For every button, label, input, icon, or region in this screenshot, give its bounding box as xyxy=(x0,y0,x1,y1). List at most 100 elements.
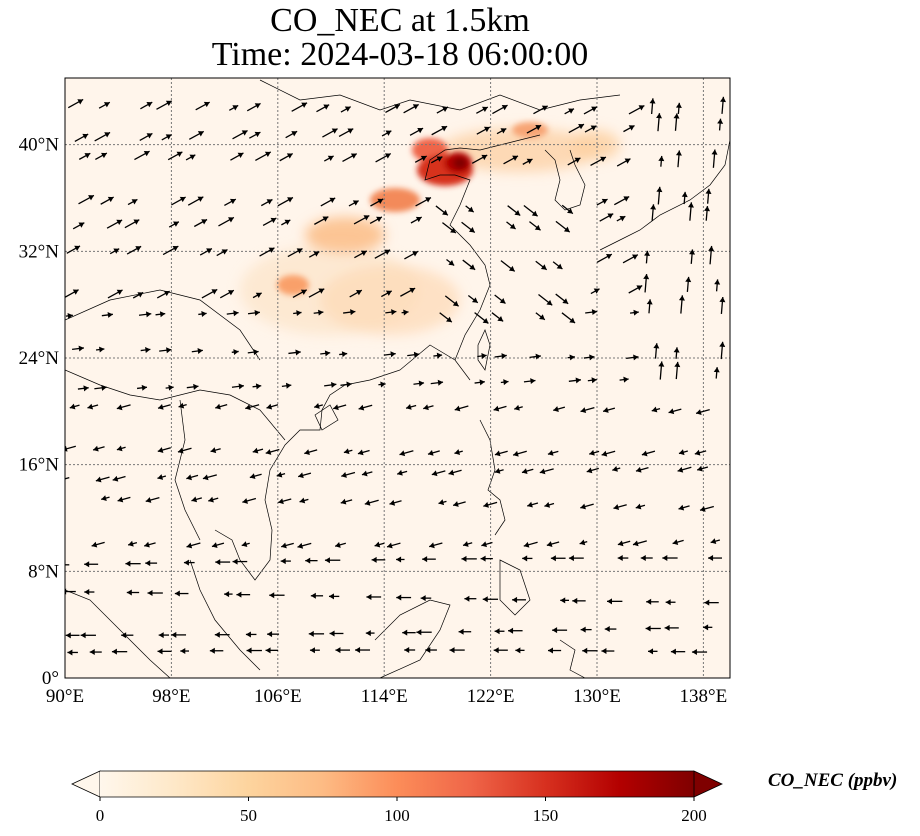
wind-arrow xyxy=(396,594,412,601)
wind-arrow xyxy=(328,593,340,600)
wind-arrow xyxy=(249,473,262,480)
wind-arrow xyxy=(338,128,354,138)
plume-spot-sichuan xyxy=(277,275,309,295)
wind-arrow xyxy=(494,353,507,360)
wind-arrow xyxy=(349,289,363,298)
wind-arrow xyxy=(158,632,170,639)
lon-tick-label: 114°E xyxy=(361,686,408,707)
wind-arrow xyxy=(628,285,643,294)
wind-arrow xyxy=(180,648,190,655)
wind-arrow xyxy=(582,647,598,654)
wind-arrow xyxy=(157,474,167,480)
wind-arrow xyxy=(461,221,476,233)
wind-arrow xyxy=(494,450,508,457)
wind-arrow xyxy=(626,354,639,361)
wind-arrow xyxy=(691,649,708,656)
wind-arrow xyxy=(132,291,144,299)
wind-arrow xyxy=(646,598,659,605)
wind-arrow xyxy=(161,133,172,141)
wind-arrow xyxy=(159,347,172,354)
wind-arrow xyxy=(694,449,707,456)
wind-arrow xyxy=(228,104,239,111)
wind-arrow xyxy=(465,205,475,213)
wind-arrow xyxy=(252,292,262,299)
wind-arrow xyxy=(523,205,538,217)
wind-arrow xyxy=(704,205,711,221)
wind-arrow xyxy=(339,351,348,358)
lon-tick-label: 130°E xyxy=(573,686,621,707)
wind-arrow xyxy=(590,288,600,295)
coastline-borneo xyxy=(374,599,451,678)
wind-arrow xyxy=(596,253,613,263)
wind-arrow xyxy=(106,219,123,229)
wind-arrow xyxy=(589,449,600,456)
wind-arrow xyxy=(587,377,597,384)
wind-arrow xyxy=(396,469,408,476)
wind-arrow xyxy=(215,559,231,566)
wind-arrow xyxy=(643,273,650,293)
wind-arrow xyxy=(78,194,95,205)
wind-arrow xyxy=(523,541,538,548)
wind-arrow xyxy=(673,347,680,359)
map-frame xyxy=(64,77,731,679)
wind-arrow xyxy=(145,496,160,503)
wind-arrow xyxy=(670,648,686,655)
wind-arrow xyxy=(552,261,563,270)
wind-arrow xyxy=(78,152,91,160)
wind-arrow xyxy=(568,123,585,134)
wind-arrow xyxy=(316,104,330,113)
wind-arrow xyxy=(374,249,391,259)
wind-arrow xyxy=(84,561,99,568)
wind-arrow xyxy=(653,343,660,359)
colorbar-label: CO_NEC (ppbv) xyxy=(768,770,898,791)
wind-arrow xyxy=(329,630,344,637)
wind-arrow xyxy=(604,626,617,633)
wind-arrow xyxy=(281,219,291,226)
wind-arrow xyxy=(116,445,126,452)
wind-arrow xyxy=(126,245,142,255)
wind-arrow xyxy=(100,196,114,205)
wind-arrow xyxy=(168,221,180,228)
wind-arrow xyxy=(375,153,392,163)
lon-tick-label: 106°E xyxy=(254,686,302,707)
wind-arrow xyxy=(476,126,491,135)
wind-arrow xyxy=(385,103,401,114)
wind-arrow xyxy=(719,341,726,360)
colorbar-tick-label: 100 xyxy=(384,806,410,825)
wind-arrow xyxy=(420,595,432,602)
wind-arrow xyxy=(539,468,554,475)
wind-arrow xyxy=(507,205,521,217)
wind-arrow xyxy=(568,555,584,562)
wind-arrow xyxy=(138,311,152,318)
wind-arrow xyxy=(431,125,448,136)
wind-arrow xyxy=(681,191,688,205)
wind-arrow xyxy=(278,498,292,505)
wind-arrow xyxy=(314,216,329,225)
wind-vectors xyxy=(65,96,727,656)
wind-arrow xyxy=(211,542,225,549)
wind-arrow xyxy=(139,132,153,141)
wind-arrow xyxy=(635,503,646,510)
wind-arrow xyxy=(640,555,653,562)
wind-arrow xyxy=(193,218,208,228)
plume-area-yangtze xyxy=(320,265,460,335)
wind-arrow xyxy=(232,129,248,140)
wind-arrow xyxy=(713,367,720,379)
wind-arrow xyxy=(546,541,560,547)
wind-arrow xyxy=(308,251,320,258)
wind-arrow xyxy=(215,403,228,410)
coastline-luzon xyxy=(479,419,506,536)
wind-arrow xyxy=(361,470,373,477)
wind-arrow xyxy=(333,404,347,411)
wind-arrow xyxy=(658,361,665,380)
wind-arrow xyxy=(245,631,257,638)
wind-arrow xyxy=(165,384,174,391)
wind-arrow xyxy=(343,309,356,316)
border-indochina xyxy=(174,399,201,541)
wind-arrow xyxy=(720,96,727,114)
wind-arrow xyxy=(572,597,586,604)
wind-arrow xyxy=(704,599,719,606)
wind-arrow xyxy=(719,296,726,314)
wind-arrow xyxy=(616,158,631,167)
